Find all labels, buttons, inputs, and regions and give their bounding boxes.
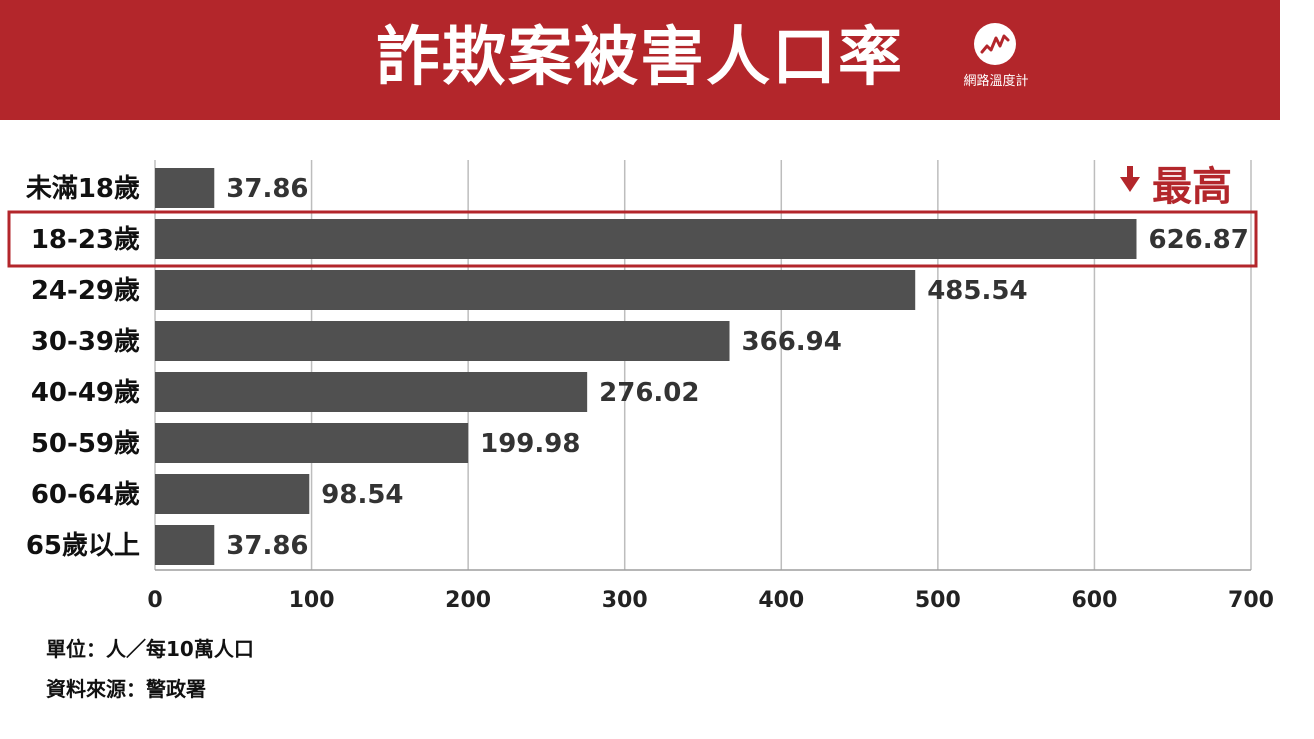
header-banner: 詐欺案被害人口率 網路溫度計 (0, 0, 1280, 120)
category-label: 65歲以上 (26, 531, 140, 561)
x-tick-label: 300 (602, 588, 648, 613)
category-label: 40-49歲 (31, 378, 140, 408)
value-label: 98.54 (321, 480, 403, 510)
x-tick-label: 0 (147, 588, 162, 613)
value-label: 366.94 (742, 327, 842, 357)
highlight-label: 最高 (1152, 164, 1232, 210)
x-tick-label: 700 (1228, 588, 1274, 613)
value-labels: 37.86 626.87 485.54 366.94 276.02 199.98 98.54… (226, 174, 1249, 561)
bar (155, 525, 215, 565)
bar (155, 423, 469, 463)
value-label: 37.86 (226, 531, 308, 561)
logo-text: 網路溫度計 (963, 74, 1029, 89)
value-label: 199.98 (480, 429, 580, 459)
x-tick-label: 600 (1071, 588, 1117, 613)
value-label: 626.87 (1148, 225, 1248, 255)
source-note: 資料來源：警政署 (46, 677, 206, 701)
bar (155, 219, 1137, 259)
highlight-box (7, 210, 1258, 268)
category-label: 未滿18歲 (26, 174, 140, 204)
x-tick-labels: 0 100 200 300 400 500 600 700 (147, 588, 1274, 613)
bars (155, 168, 1137, 565)
highlight: 最高 (7, 164, 1258, 268)
bar (155, 474, 310, 514)
value-label: 276.02 (599, 378, 699, 408)
unit-note: 單位：人／每10萬人口 (46, 637, 254, 661)
x-tick-label: 500 (915, 588, 961, 613)
x-tick-label: 400 (758, 588, 804, 613)
value-label: 485.54 (927, 276, 1027, 306)
category-label: 60-64歲 (31, 480, 140, 510)
bar (155, 270, 916, 310)
bar (155, 372, 588, 412)
category-label: 18-23歲 (31, 225, 140, 255)
chart-title: 詐欺案被害人口率 (376, 21, 904, 95)
category-label: 24-29歲 (31, 276, 140, 306)
thermometer-logo-icon (974, 23, 1016, 65)
category-labels: 未滿18歲 18-23歲 24-29歲 30-39歲 40-49歲 50-59歲 60-64… (26, 174, 140, 561)
x-tick-label: 100 (289, 588, 335, 613)
down-arrow-icon (1120, 166, 1140, 192)
value-label: 37.86 (226, 174, 308, 204)
category-label: 50-59歲 (31, 429, 140, 459)
x-tick-label: 200 (445, 588, 491, 613)
bar (155, 321, 730, 361)
logo: 網路溫度計 (948, 22, 1038, 102)
category-label: 30-39歲 (31, 327, 140, 357)
bar (155, 168, 215, 208)
